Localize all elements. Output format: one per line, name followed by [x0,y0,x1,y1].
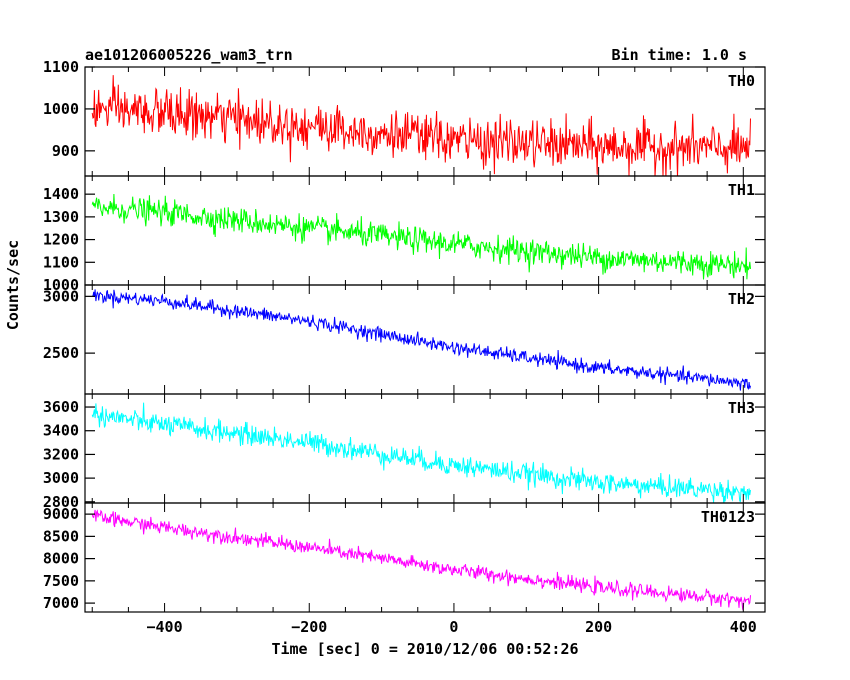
y-tick-label: 8000 [43,550,79,568]
series-line-th1 [91,193,751,280]
x-axis-label: Time [sec] 0 = 2010/12/06 00:52:26 [271,640,578,658]
y-tick-label: 1300 [43,208,79,226]
x-axis: −400 −200 0 200 400 [147,618,757,636]
series-line-th3 [91,402,751,503]
y-tick-label: 3200 [43,445,79,463]
y-tick-label: 1100 [43,58,79,76]
panel-th2: 2500 3000 TH2 [43,284,766,395]
y-tick-label: 1200 [43,231,79,249]
y-tick-label: 8500 [43,527,79,545]
panel-th0: 900 1000 1100 TH0 [43,58,766,177]
series-line-th2 [92,289,751,391]
x-tick-label: 200 [585,618,612,636]
y-tick-label: 3000 [43,287,79,305]
y-tick-label: 3600 [43,398,79,416]
y-axis-label: Counts/sec [4,240,22,330]
panel-th1: 1000 1100 1200 1300 1400 TH1 [43,175,766,294]
y-tick-label: 1400 [43,185,79,203]
y-tick-label: 2500 [43,344,79,362]
panel-frame [84,502,766,613]
bin-time-label: Bin time: 1.0 s [612,46,747,64]
x-tick-label: −400 [147,618,183,636]
y-tick-label: 1100 [43,253,79,271]
y-tick-label: 7500 [43,572,79,590]
series-label-th3: TH3 [728,399,755,417]
panel-th0123: 7000 7500 8000 8500 9000 TH0123 [43,502,766,613]
y-tick-label: 9000 [43,505,79,523]
panel-th3: 2800 3000 3200 3400 3600 TH3 [43,393,766,511]
x-tick-label: 400 [730,618,757,636]
y-tick-label: 900 [52,142,79,160]
chart-title: ae101206005226_wam3_trn [85,46,293,64]
x-tick-label: −200 [291,618,327,636]
series-label-th0: TH0 [728,72,755,90]
series-label-th0123: TH0123 [701,508,755,526]
y-tick-label: 3000 [43,469,79,487]
panels-group: 900 1000 1100 TH0 1000 1100 1200 1300 1400 TH1 250… [43,58,766,613]
y-tick-label: 1000 [43,276,79,294]
y-tick-label: 1000 [43,100,79,118]
series-line-th0123 [91,509,751,611]
y-tick-label: 3400 [43,422,79,440]
y-tick-label: 7000 [43,594,79,612]
series-label-th2: TH2 [728,290,755,308]
y-tick-label: 2800 [43,493,79,511]
x-tick-label: 0 [449,618,458,636]
series-line-th0 [91,75,751,176]
series-label-th1: TH1 [728,181,755,199]
